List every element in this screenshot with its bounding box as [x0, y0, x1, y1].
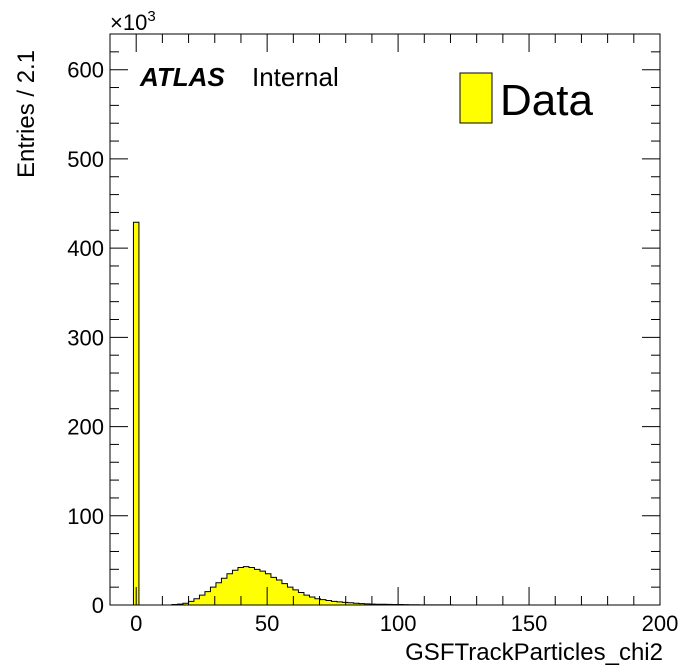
histogram-bar: [336, 601, 343, 605]
histogram-bar: [303, 595, 310, 605]
y-tick-label: 500: [67, 147, 104, 172]
histogram-bar: [254, 569, 260, 605]
legend-label-data: Data: [500, 76, 593, 125]
y-tick-label: 400: [67, 236, 104, 261]
histogram-bar: [193, 598, 200, 605]
histogram-bar: [188, 601, 194, 605]
histogram-bar: [226, 573, 233, 605]
histogram-bar: [204, 591, 211, 605]
x-tick-label: 150: [511, 611, 548, 636]
histogram-bar: [342, 602, 348, 605]
x-tick-labels: 0 50 100 150 200: [130, 611, 678, 636]
histogram-bar: [276, 580, 282, 605]
y-multiplier: ×103: [110, 8, 156, 35]
histogram-bar: [325, 600, 332, 605]
histogram-bar: [248, 567, 255, 605]
x-tick-label: 50: [255, 611, 279, 636]
histogram-bar: [298, 592, 304, 605]
histogram-bar: [133, 222, 139, 605]
histogram-bar: [287, 587, 293, 605]
x-tick-label: 0: [130, 611, 142, 636]
histogram-bar: [314, 598, 321, 605]
y-tick-label: 0: [92, 593, 104, 618]
histogram-bar: [353, 603, 359, 605]
histogram-bar: [221, 578, 227, 605]
histogram-bar: [364, 603, 370, 605]
x-tick-label: 100: [380, 611, 417, 636]
histogram-bar: [292, 589, 299, 605]
histogram-bar: [358, 603, 365, 605]
histogram-bar: [210, 587, 216, 605]
axis-ticks: [109, 33, 661, 606]
histogram-bar: [232, 570, 238, 605]
histogram-bar: [199, 595, 205, 605]
histogram-bar: [265, 573, 271, 605]
y-tick-label: 200: [67, 415, 104, 440]
histogram-bar: [243, 566, 249, 605]
y-tick-labels: 0 100 200 300 400 500 600: [67, 58, 104, 618]
y-tick-label: 600: [67, 58, 104, 83]
legend-swatch-data: [459, 72, 493, 124]
histogram-bar: [331, 601, 337, 605]
histogram-bar: [259, 571, 266, 605]
histogram-outline: [132, 221, 453, 606]
histogram-bar: [320, 599, 326, 605]
histogram-bar: [309, 596, 315, 605]
histogram-bars: [133, 222, 453, 605]
x-tick-label: 200: [642, 611, 679, 636]
histogram-bar: [237, 567, 244, 605]
histogram-bar: [281, 583, 288, 605]
y-multiplier-exponent: 3: [147, 8, 155, 25]
histogram-bar: [270, 577, 277, 605]
histogram-bar: [182, 603, 189, 605]
internal-label: Internal: [252, 62, 339, 92]
y-axis-title: Entries / 2.1: [13, 50, 40, 178]
histogram-bar: [215, 582, 222, 605]
x-axis-title: GSFTrackParticles_chi2: [405, 639, 663, 666]
atlas-label: ATLAS: [139, 62, 225, 92]
histogram-bar: [347, 602, 354, 605]
y-tick-label: 300: [67, 325, 104, 350]
y-tick-label: 100: [67, 504, 104, 529]
